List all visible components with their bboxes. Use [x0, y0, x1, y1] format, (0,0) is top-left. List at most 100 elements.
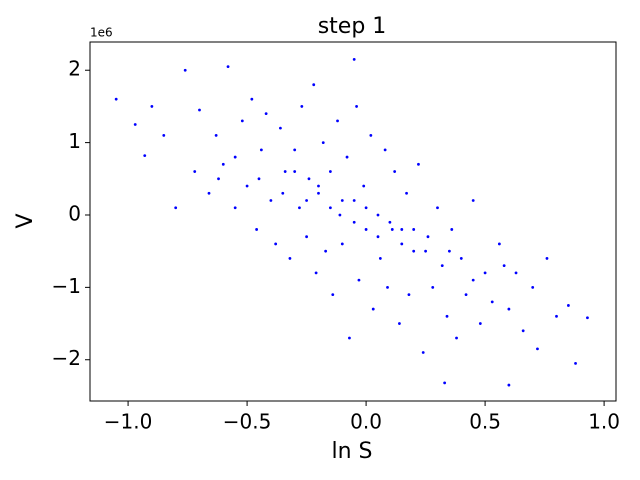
x-tick-label: −0.5 [223, 410, 272, 434]
point [324, 249, 328, 253]
points [114, 57, 589, 387]
y-tick-label: −1 [52, 274, 81, 298]
point [424, 249, 427, 253]
chart-title: step 1 [318, 14, 387, 39]
point [283, 170, 287, 173]
point [490, 300, 494, 304]
point [536, 347, 539, 351]
point [514, 271, 518, 275]
point [133, 123, 137, 126]
point [362, 184, 366, 188]
point [478, 322, 482, 325]
point [388, 220, 392, 224]
point [369, 133, 373, 137]
point [259, 148, 263, 152]
point [207, 191, 211, 195]
point [574, 361, 577, 365]
point [412, 228, 416, 231]
y-tick-label: 1 [68, 129, 81, 153]
y-tick-label: 2 [68, 57, 81, 81]
point [400, 228, 404, 231]
point [450, 228, 454, 231]
point [471, 199, 475, 202]
point [288, 257, 292, 260]
point [150, 105, 154, 108]
point [312, 83, 316, 87]
point [566, 304, 570, 307]
point [352, 57, 356, 61]
point [240, 119, 244, 123]
point [279, 126, 282, 130]
point [183, 68, 187, 72]
point [426, 235, 430, 239]
point [464, 293, 468, 297]
point [217, 177, 220, 181]
point [483, 271, 487, 275]
point [321, 141, 325, 145]
point [531, 285, 535, 289]
point [331, 293, 335, 297]
point [226, 65, 230, 69]
point [376, 235, 380, 239]
point [264, 112, 268, 116]
point [386, 285, 389, 289]
point [455, 336, 458, 340]
point [440, 264, 444, 268]
point [328, 170, 332, 173]
point [293, 148, 297, 152]
point [502, 264, 506, 268]
point [114, 97, 118, 101]
point [221, 162, 225, 166]
point [400, 242, 404, 246]
point [298, 206, 301, 210]
point [317, 191, 320, 195]
point [497, 242, 501, 246]
x-tick-label: 0.5 [469, 410, 501, 434]
point [443, 381, 447, 385]
y-offset-label: 1e6 [90, 26, 113, 40]
point [407, 293, 411, 297]
point [431, 285, 435, 289]
y-axis-label: V [13, 213, 38, 228]
point [352, 199, 356, 202]
point [521, 329, 525, 333]
point [378, 257, 382, 260]
point [193, 170, 197, 173]
point [307, 177, 311, 181]
point [257, 177, 261, 181]
point [233, 206, 237, 210]
point [586, 316, 589, 320]
point [250, 97, 254, 101]
point [198, 108, 201, 112]
point [352, 220, 356, 224]
point [245, 184, 249, 188]
point [269, 199, 273, 202]
point [459, 257, 463, 260]
point [348, 336, 351, 340]
point [364, 228, 368, 231]
point [355, 105, 358, 108]
point [417, 162, 420, 166]
x-tick-label: 1.0 [588, 410, 620, 434]
point [214, 133, 218, 137]
point [447, 249, 451, 253]
point [357, 278, 361, 282]
point [317, 184, 320, 188]
point [274, 242, 278, 246]
point [393, 170, 397, 173]
y-tick-label: 0 [68, 201, 81, 225]
point [281, 191, 285, 195]
point [328, 206, 332, 210]
point [376, 213, 380, 217]
plot-frame [89, 41, 617, 402]
point [314, 271, 318, 275]
y-tick-label: −2 [52, 346, 81, 370]
point [390, 228, 394, 231]
point [255, 228, 259, 231]
point [364, 206, 368, 210]
point [421, 351, 425, 354]
point [336, 119, 339, 123]
point [555, 314, 558, 318]
